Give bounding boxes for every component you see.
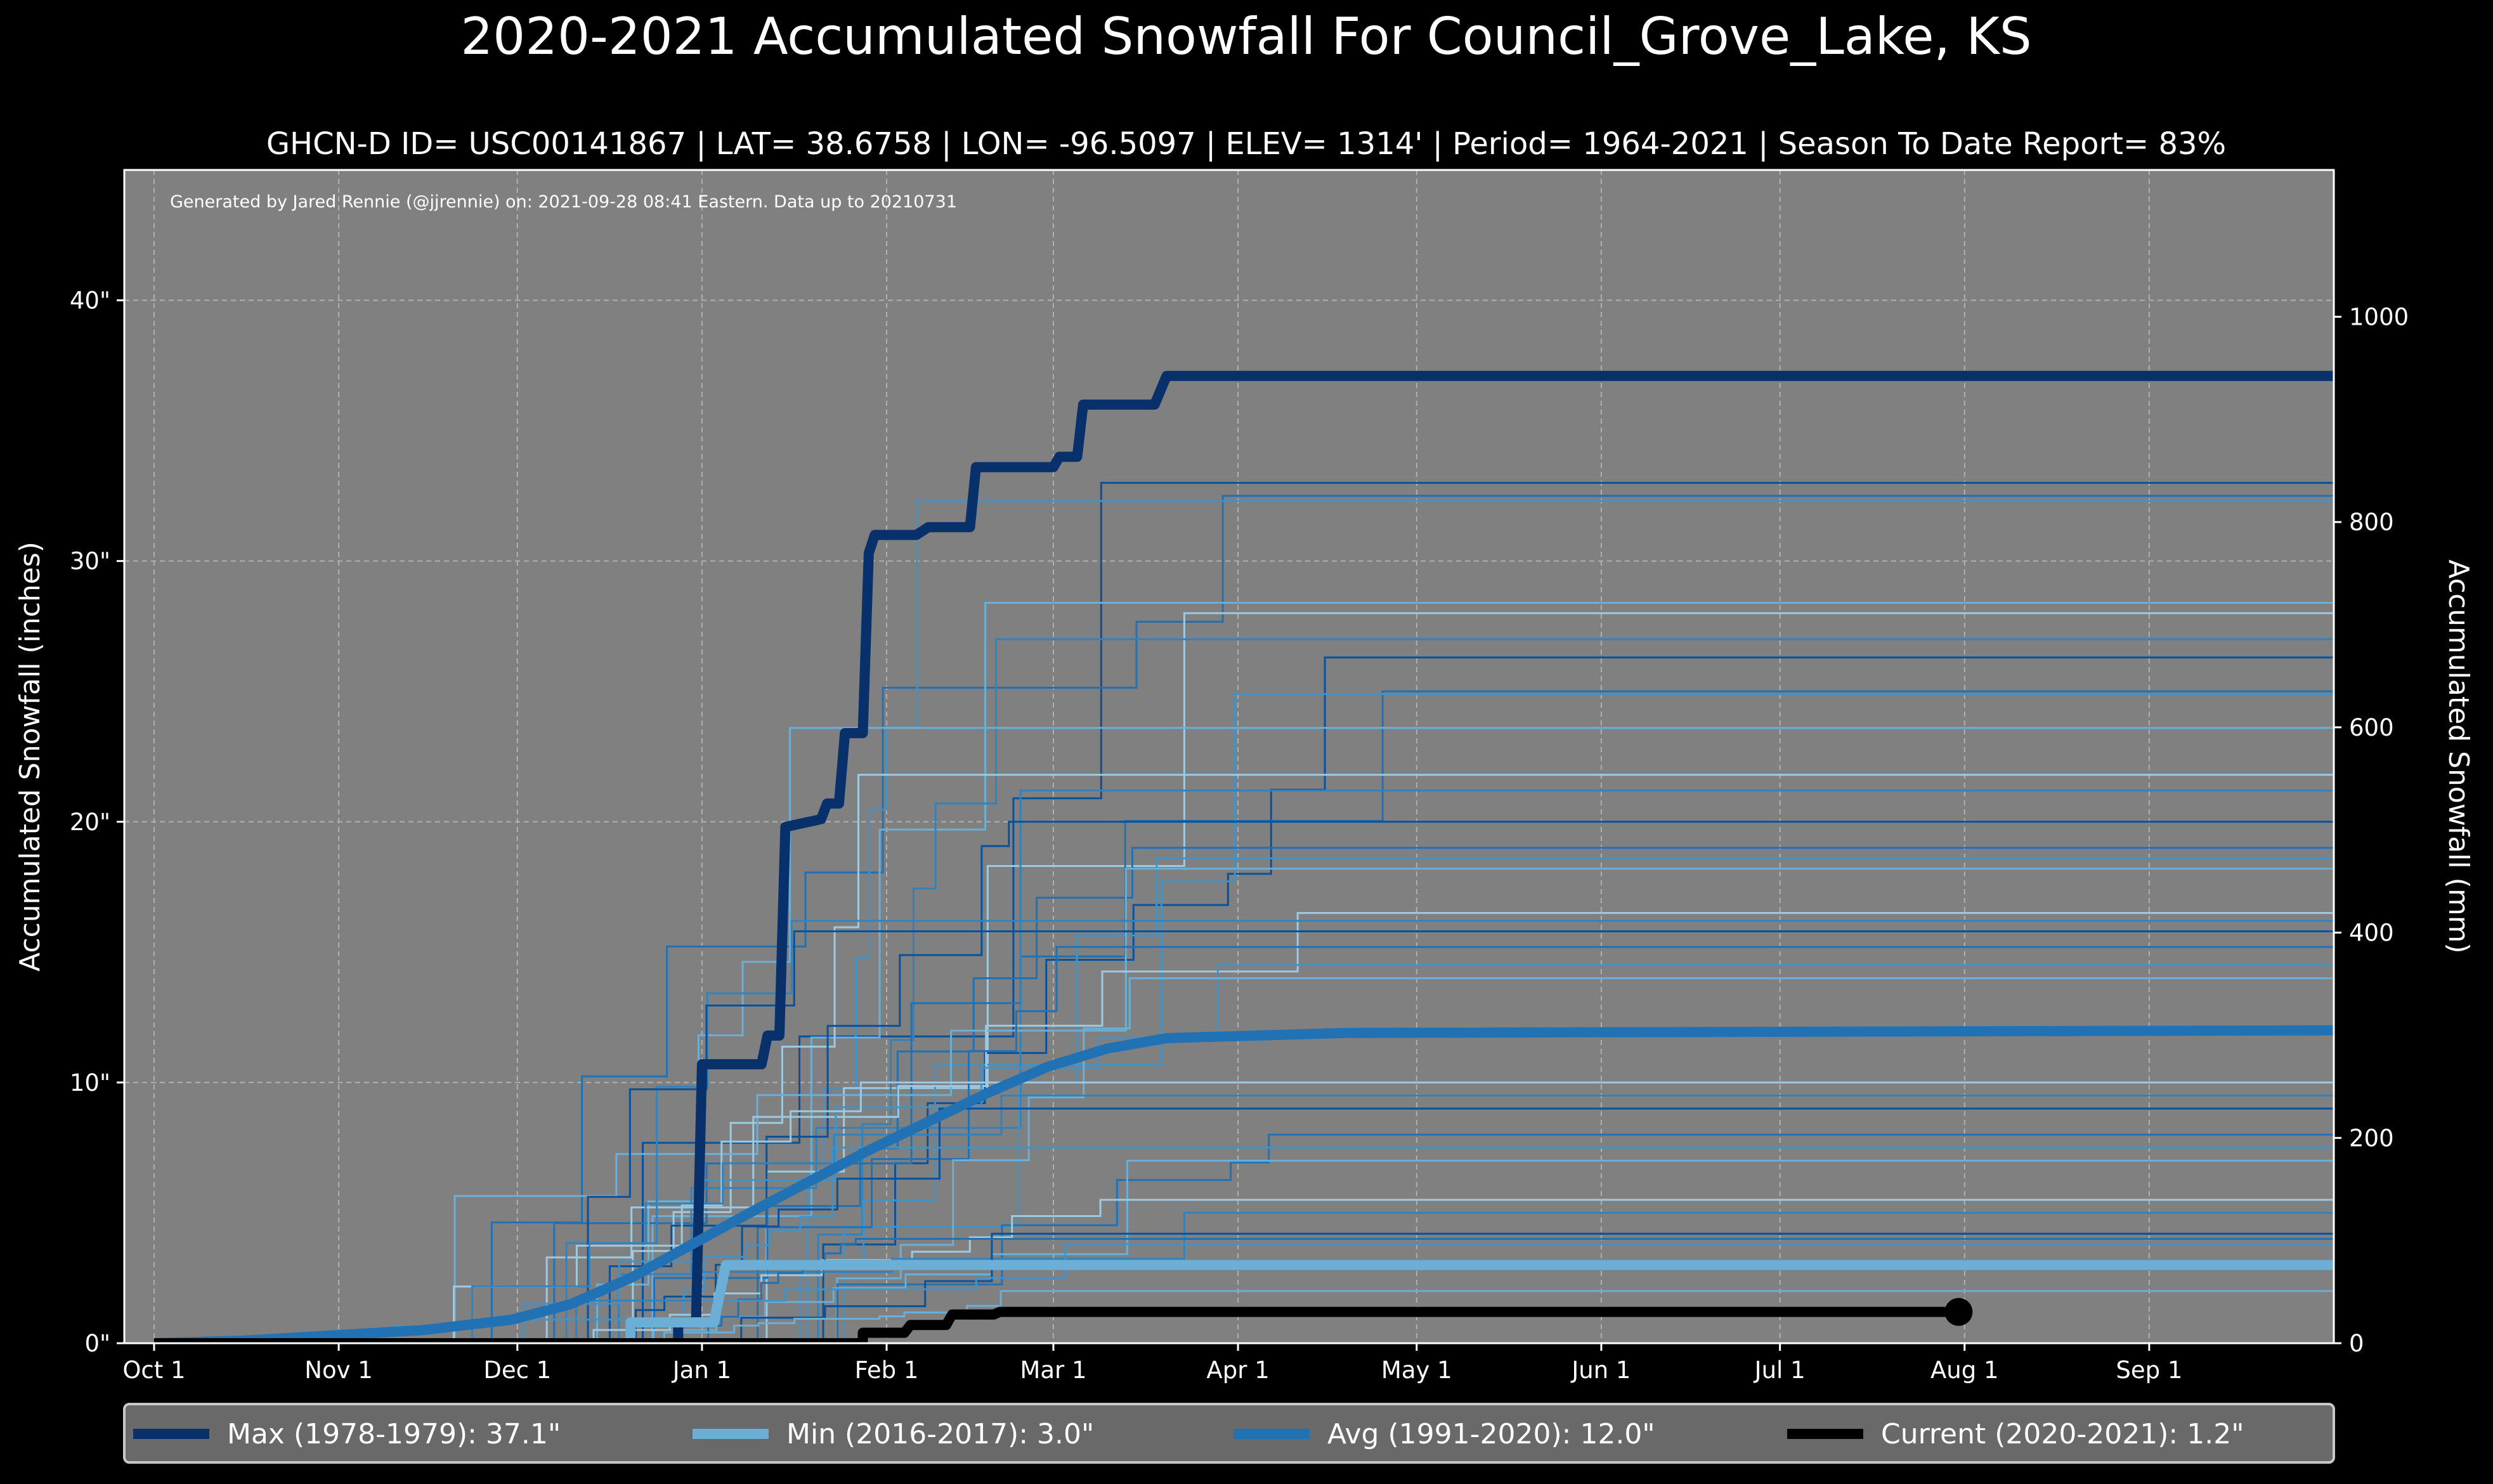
other-season-line — [509, 821, 2334, 1344]
other-season-line — [788, 1133, 2334, 1344]
x-tick-label: May 1 — [1381, 1357, 1452, 1384]
y-tick-label: 40" — [70, 287, 110, 315]
chart-subtitle: GHCN-D ID= USC00141867 | LAT= 38.6758 | … — [266, 126, 2226, 162]
other-season-line — [539, 1159, 2334, 1344]
legend-label: Current (2020-2021): 1.2" — [1881, 1418, 2244, 1450]
series-line-max — [332, 370, 2334, 1348]
y-tick-label: 10" — [70, 1069, 110, 1097]
legend-swatch — [693, 1429, 769, 1439]
x-tick-label: Oct 1 — [122, 1357, 185, 1384]
plot-area — [124, 170, 2334, 1343]
x-tick-label: Mar 1 — [1020, 1357, 1086, 1384]
chart-title: 2020-2021 Accumulated Snowfall For Counc… — [460, 7, 2031, 66]
other-season-line — [661, 1232, 2334, 1344]
x-tick-label: Jan 1 — [672, 1357, 731, 1384]
current-end-marker — [1944, 1298, 1973, 1326]
legend-swatch — [1787, 1429, 1863, 1439]
other-season-line — [482, 930, 2334, 1344]
x-tick-label: Aug 1 — [1930, 1357, 1999, 1384]
other-season-line — [684, 1238, 2334, 1344]
legend-label: Max (1978-1979): 37.1" — [227, 1418, 561, 1450]
y-axis-label: Accumulated Snowfall (inches) — [14, 542, 46, 972]
y-right-tick-label: 400 — [2349, 920, 2394, 947]
x-tick-label: Sep 1 — [2116, 1357, 2182, 1384]
generated-annotation: Generated by Jared Rennie (@jjrennie) on… — [170, 192, 957, 212]
series-line-avg — [153, 1025, 2334, 1348]
legend: Max (1978-1979): 37.1" Min (2016-2017): 3… — [123, 1403, 2335, 1464]
legend-swatch — [1233, 1429, 1310, 1439]
legend-label: Avg (1991-2020): 12.0" — [1327, 1418, 1655, 1450]
other-season-line — [627, 693, 2334, 1344]
x-tick-label: Apr 1 — [1206, 1357, 1269, 1384]
legend-swatch — [133, 1429, 209, 1439]
axis-ticks: Oct 1 Nov 1 Dec 1 Jan 1 Feb 1 Mar 1 Apr 1 May 1… — [70, 287, 2409, 1384]
other-season-line — [788, 977, 2334, 1344]
other-seasons — [300, 481, 2334, 1344]
other-season-line — [785, 638, 2334, 1344]
x-tick-label: Dec 1 — [483, 1357, 551, 1384]
other-season-line — [540, 847, 2334, 1344]
x-tick-label: Feb 1 — [855, 1357, 919, 1384]
other-season-line — [426, 495, 2334, 1344]
other-season-line — [578, 1107, 2334, 1344]
y-tick-label: 0" — [84, 1330, 110, 1357]
x-tick-label: Jul 1 — [1754, 1357, 1806, 1384]
y-right-tick-label: 0 — [2349, 1330, 2364, 1357]
series-line-current — [153, 1306, 1959, 1348]
x-tick-label: Jun 1 — [1570, 1357, 1631, 1384]
series-lines — [153, 370, 2334, 1348]
other-season-line — [462, 601, 2334, 1344]
other-season-line — [380, 868, 2334, 1344]
legend-label: Min (2016-2017): 3.0" — [786, 1418, 1094, 1450]
y-right-tick-label: 600 — [2349, 714, 2394, 741]
y-tick-label: 20" — [70, 809, 110, 836]
y-tick-label: 30" — [70, 548, 110, 575]
other-season-line — [733, 656, 2334, 1344]
other-season-line — [300, 1094, 2334, 1344]
other-season-line — [450, 920, 2334, 1344]
y-right-tick-label: 1000 — [2349, 303, 2409, 330]
y-right-tick-label: 800 — [2349, 509, 2394, 536]
series-line-min — [625, 1259, 2334, 1343]
y-axis-right-label: Accumulated Snowfall (mm) — [2442, 559, 2475, 953]
y-right-tick-label: 200 — [2349, 1124, 2394, 1152]
x-tick-label: Nov 1 — [304, 1357, 373, 1384]
